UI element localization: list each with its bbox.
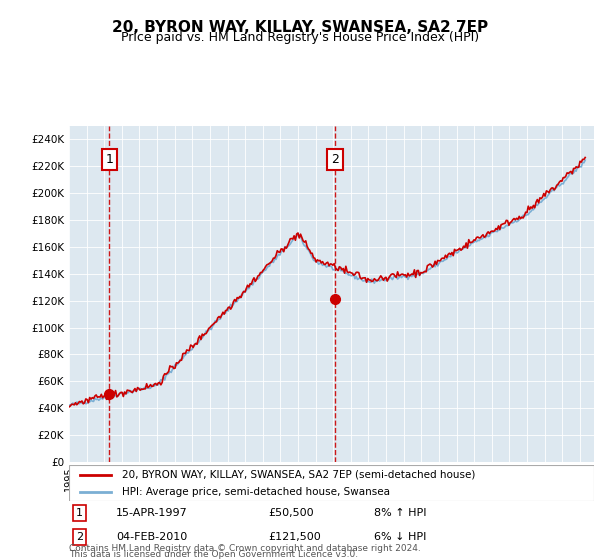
Text: 8% ↑ HPI: 8% ↑ HPI: [373, 508, 426, 518]
Text: HPI: Average price, semi-detached house, Swansea: HPI: Average price, semi-detached house,…: [121, 487, 389, 497]
Text: 2: 2: [76, 532, 83, 542]
Text: 2: 2: [331, 153, 339, 166]
FancyBboxPatch shape: [69, 465, 594, 501]
Text: This data is licensed under the Open Government Licence v3.0.: This data is licensed under the Open Gov…: [69, 550, 358, 559]
Text: £121,500: £121,500: [269, 532, 321, 542]
Text: 20, BYRON WAY, KILLAY, SWANSEA, SA2 7EP: 20, BYRON WAY, KILLAY, SWANSEA, SA2 7EP: [112, 20, 488, 35]
Text: 1: 1: [76, 508, 83, 518]
Text: 20, BYRON WAY, KILLAY, SWANSEA, SA2 7EP (semi-detached house): 20, BYRON WAY, KILLAY, SWANSEA, SA2 7EP …: [121, 470, 475, 480]
Text: Contains HM Land Registry data © Crown copyright and database right 2024.: Contains HM Land Registry data © Crown c…: [69, 544, 421, 553]
Text: 6% ↓ HPI: 6% ↓ HPI: [373, 532, 426, 542]
Text: £50,500: £50,500: [269, 508, 314, 518]
Text: 15-APR-1997: 15-APR-1997: [116, 508, 188, 518]
Text: 04-FEB-2010: 04-FEB-2010: [116, 532, 187, 542]
Text: 1: 1: [106, 153, 113, 166]
Text: Price paid vs. HM Land Registry's House Price Index (HPI): Price paid vs. HM Land Registry's House …: [121, 31, 479, 44]
